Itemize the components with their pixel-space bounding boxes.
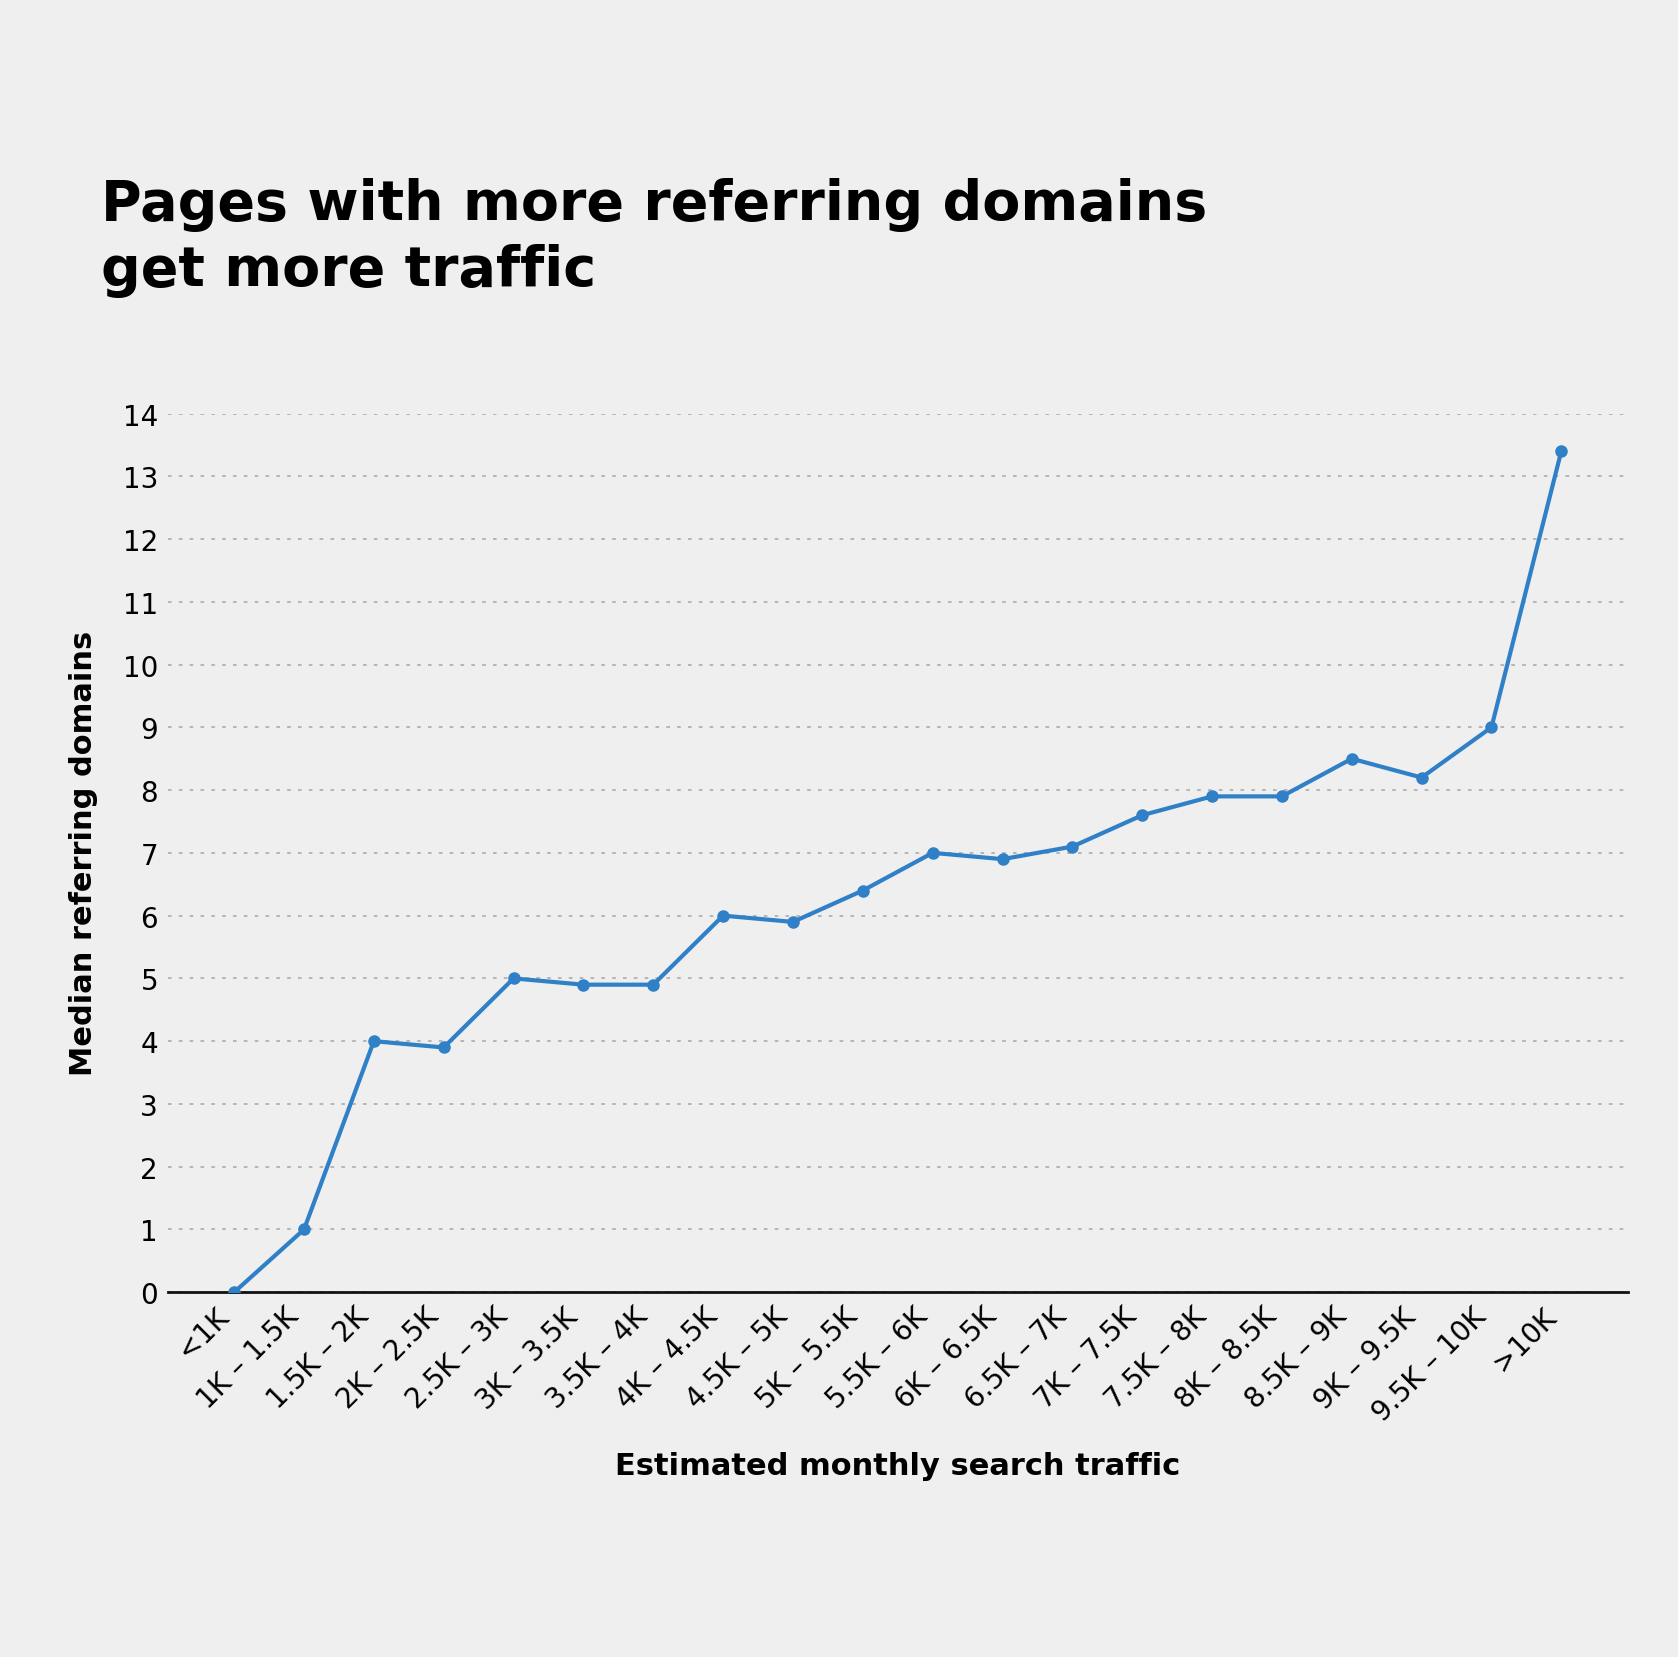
Text: Pages with more referring domains
get more traffic: Pages with more referring domains get mo… xyxy=(101,177,1206,298)
Y-axis label: Median referring domains: Median referring domains xyxy=(69,631,97,1075)
X-axis label: Estimated monthly search traffic: Estimated monthly search traffic xyxy=(616,1452,1180,1480)
